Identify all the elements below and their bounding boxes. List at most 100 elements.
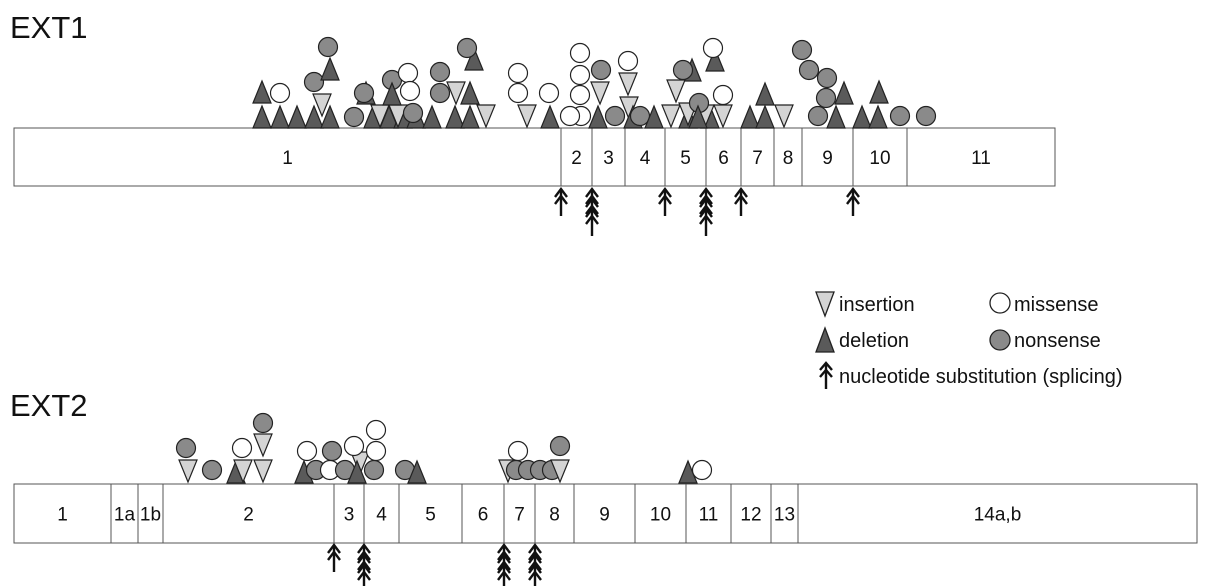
exon-label: 1a [114, 505, 136, 526]
exon-label: 1 [282, 148, 293, 169]
exon-label: 11 [699, 505, 719, 526]
splicing-arrow [327, 543, 341, 572]
deletion-marker [460, 80, 480, 105]
exon-box [730, 483, 772, 544]
nonsense-marker [456, 37, 478, 59]
deletion-marker [320, 104, 340, 129]
exon-box [634, 483, 687, 544]
exon-label: 14a,b [974, 505, 1022, 526]
insertion-marker [370, 104, 390, 129]
missense-marker [507, 82, 529, 104]
nonsense-legend-icon [989, 329, 1011, 351]
exon-label: 7 [514, 505, 525, 526]
deletion-marker [755, 104, 775, 129]
exon-box [110, 483, 139, 544]
splicing-legend-icon [819, 361, 833, 389]
splicing-arrow [658, 187, 672, 216]
deletion-marker [740, 104, 760, 129]
insertion-marker [618, 72, 638, 97]
exon-label: 4 [376, 505, 387, 526]
splicing-arrow [554, 187, 568, 216]
insertion-marker [590, 81, 610, 106]
insertion-marker [312, 93, 332, 118]
exon-label: 9 [822, 148, 833, 169]
exon-box [398, 483, 463, 544]
missense-marker [269, 82, 291, 104]
exon-label: 8 [549, 505, 560, 526]
nonsense-marker [672, 59, 694, 81]
ext1-exon-bar: 1 2 3 4 5 6 7 8 9 10 11 [13, 127, 1056, 187]
exon-label: 5 [425, 505, 436, 526]
nonsense-marker [791, 39, 813, 61]
missense-marker [507, 62, 529, 84]
exon-box [137, 483, 164, 544]
missense-marker [569, 42, 591, 64]
nonsense-marker [429, 61, 451, 83]
deletion-marker [287, 104, 307, 129]
exon-label: 11 [971, 148, 991, 169]
nonsense-marker [590, 59, 612, 81]
deletion-marker [382, 81, 402, 106]
splicing-arrow [357, 543, 371, 586]
missense-marker [702, 37, 724, 59]
deletion-marker [445, 104, 465, 129]
insertion-marker [713, 104, 733, 129]
exon-box [773, 127, 803, 187]
deletion-marker [688, 104, 708, 129]
deletion-marker [644, 104, 664, 129]
deletion-legend-icon [815, 326, 835, 353]
exon-box [333, 483, 365, 544]
deletion-marker [755, 81, 775, 106]
deletion-marker [252, 104, 272, 129]
insertion-marker [253, 433, 273, 458]
exon-label: 6 [718, 148, 729, 169]
deletion-marker [852, 104, 872, 129]
splicing-arrow [528, 543, 542, 586]
deletion-marker [347, 459, 367, 484]
missense-marker [569, 64, 591, 86]
exon-label: 6 [478, 505, 489, 526]
insertion-marker [550, 459, 570, 484]
exon-box [906, 127, 1056, 187]
exon-box [664, 127, 707, 187]
deletion-marker [588, 104, 608, 129]
missense-marker [691, 459, 713, 481]
insertion-marker [774, 104, 794, 129]
insertion-legend-icon [815, 291, 835, 318]
missense-marker [365, 440, 387, 462]
exon-label: 1b [140, 505, 161, 526]
exon-label: 9 [599, 505, 610, 526]
exon-label: 13 [774, 505, 795, 526]
splicing-arrow [585, 187, 599, 236]
exon-label: 7 [752, 148, 763, 169]
splicing-arrow [699, 187, 713, 236]
insertion-marker [517, 104, 537, 129]
exon-label: 2 [571, 148, 582, 169]
exon-label: 10 [650, 505, 671, 526]
missense-marker [507, 440, 529, 462]
exon-box [13, 483, 112, 544]
insertion-marker [253, 459, 273, 484]
nonsense-marker [915, 105, 937, 127]
deletion-marker [270, 104, 290, 129]
nonsense-marker [303, 71, 325, 93]
splicing-arrow [734, 187, 748, 216]
missense-legend-icon [989, 292, 1011, 314]
nonsense-marker [353, 82, 375, 104]
exon-box [852, 127, 908, 187]
insertion-marker [178, 459, 198, 484]
insertion-marker [233, 459, 253, 484]
nonsense-marker [317, 36, 339, 58]
legend-insertion-label: insertion [839, 294, 915, 316]
deletion-marker [464, 46, 484, 71]
deletion-marker [834, 80, 854, 105]
exon-box [461, 483, 505, 544]
exon-box [740, 127, 775, 187]
legend-splicing-label: nucleotide substitution (splicing) [839, 366, 1123, 388]
exon-label: 1 [57, 505, 68, 526]
exon-label: 8 [783, 148, 794, 169]
nonsense-marker [201, 459, 223, 481]
nonsense-marker [175, 437, 197, 459]
deletion-marker [422, 104, 442, 129]
nonsense-marker [889, 105, 911, 127]
